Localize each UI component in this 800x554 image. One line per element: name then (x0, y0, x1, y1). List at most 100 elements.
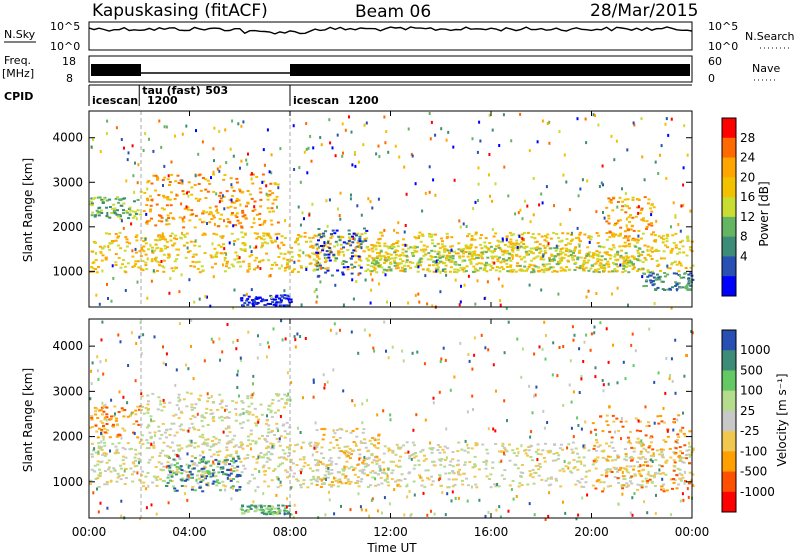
scatter-cell (606, 455, 610, 458)
scatter-cell (359, 259, 363, 262)
scatter-cell (279, 484, 283, 487)
colorbar-swatch (722, 177, 736, 198)
scatter-cell (672, 272, 676, 275)
scatter-cell (108, 206, 112, 208)
scatter-cell (524, 199, 526, 203)
scatter-cell (562, 269, 566, 272)
scatter-cell (632, 266, 636, 269)
scatter-cell (471, 466, 475, 469)
scatter-cell (439, 270, 442, 274)
scatter-cell (202, 232, 206, 235)
scatter-cell (212, 460, 215, 464)
scatter-cell (201, 234, 205, 236)
scatter-cell (451, 485, 455, 488)
scatter-cell (224, 405, 228, 407)
scatter-cell (206, 190, 210, 193)
scatter-cell (111, 442, 115, 445)
scatter-cell (641, 261, 645, 264)
scatter-cell (193, 462, 197, 465)
scatter-cell (317, 239, 320, 242)
scatter-cell (558, 257, 562, 260)
scatter-cell (226, 469, 230, 471)
scatter-cell (259, 259, 263, 262)
scatter-cell (285, 304, 289, 307)
colorbar-tick-label: 28 (740, 131, 755, 145)
scatter-cell (643, 244, 647, 247)
scatter-cell (548, 141, 551, 145)
scatter-cell (665, 237, 669, 240)
scatter-cell (462, 222, 465, 226)
scatter-cell (290, 255, 294, 258)
scatter-cell (105, 418, 108, 422)
scatter-cell (236, 480, 240, 483)
scatter-cell (666, 246, 670, 249)
scatter-cell (292, 268, 296, 271)
scatter-cell (290, 251, 294, 254)
scatter-cell (169, 239, 173, 242)
scatter-cell (664, 122, 667, 126)
scatter-cell (107, 468, 110, 471)
scatter-cell (666, 435, 670, 438)
scatter-cell (302, 479, 306, 482)
scatter-cell (266, 408, 270, 411)
scatter-cell (250, 226, 254, 229)
scatter-cell (562, 345, 565, 348)
scatter-cell (273, 434, 277, 436)
scatter-cell (367, 197, 370, 201)
scatter-cell (397, 459, 401, 462)
scatter-cell (352, 232, 356, 235)
scatter-cell (303, 150, 306, 154)
scatter-cell (255, 296, 258, 300)
scatter-cell (616, 477, 620, 480)
scatter-cell (228, 469, 232, 472)
scatter-cell (317, 464, 320, 466)
scatter-cell (204, 466, 207, 469)
scatter-cell (119, 340, 122, 344)
scatter-cell (248, 193, 252, 196)
scatter-cell (532, 269, 536, 272)
scatter-cell (555, 479, 558, 482)
scatter-cell (103, 245, 107, 248)
scatter-cell (637, 442, 641, 445)
scatter-cell (463, 461, 467, 464)
scatter-cell (436, 449, 440, 451)
scatter-cell (369, 200, 372, 204)
scatter-cell (397, 465, 401, 468)
scatter-cell (187, 367, 190, 371)
scatter-cell (166, 198, 170, 201)
scatter-cell (149, 208, 153, 211)
scatter-cell (210, 395, 213, 398)
scatter-cell (674, 284, 678, 287)
scatter-cell (325, 199, 328, 203)
scatter-cell (678, 260, 681, 264)
scatter-cell (532, 247, 536, 250)
scatter-cell (162, 259, 166, 262)
scatter-cell (430, 509, 432, 513)
scatter-cell (326, 245, 330, 248)
scatter-cell (394, 144, 397, 148)
scatter-cell (439, 290, 442, 294)
scatter-cell (353, 403, 356, 407)
scatter-cell (578, 267, 582, 269)
scatter-cell (646, 473, 650, 476)
scatter-cell (137, 266, 141, 269)
scatter-cell (115, 417, 119, 420)
scatter-cell (391, 449, 395, 452)
scatter-cell (146, 403, 150, 406)
scatter-cell (259, 198, 263, 201)
scatter-cell (139, 517, 141, 521)
scatter-cell (265, 299, 269, 302)
scatter-cell (533, 352, 536, 356)
scatter-cell (170, 475, 174, 478)
scatter-cell (521, 347, 524, 351)
scatter-cell (522, 237, 525, 241)
scatter-cell (357, 244, 361, 247)
scatter-cell (451, 471, 455, 474)
scatter-cell (239, 422, 242, 425)
scatter-cell (524, 452, 528, 455)
scatter-cell (324, 253, 328, 256)
scatter-cell (201, 436, 205, 439)
scatter-cell (549, 476, 553, 479)
scatter-cell (360, 508, 363, 512)
scatter-cell (91, 211, 95, 214)
